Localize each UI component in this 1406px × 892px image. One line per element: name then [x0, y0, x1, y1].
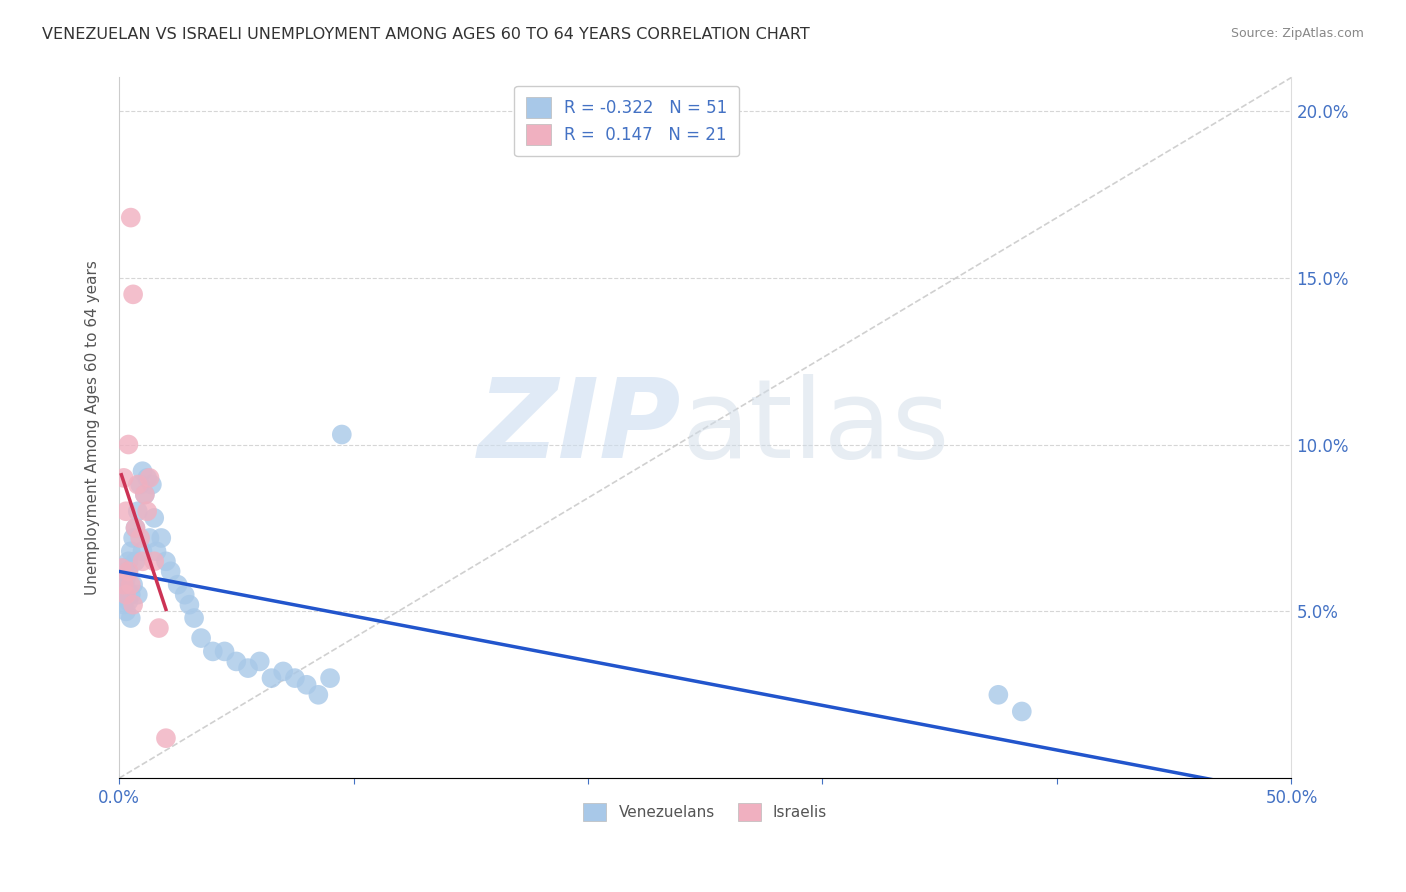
- Point: [120, 211, 142, 225]
- Point: [179, 598, 201, 612]
- Point: [112, 471, 135, 485]
- Point: [134, 487, 156, 501]
- Point: [155, 731, 177, 746]
- Point: [122, 531, 145, 545]
- Point: [127, 588, 149, 602]
- Point: [249, 655, 271, 669]
- Y-axis label: Unemployment Among Ages 60 to 64 years: Unemployment Among Ages 60 to 64 years: [86, 260, 100, 595]
- Point: [110, 588, 132, 602]
- Point: [115, 604, 138, 618]
- Point: [1011, 705, 1033, 719]
- Point: [136, 504, 159, 518]
- Point: [307, 688, 329, 702]
- Point: [138, 471, 160, 485]
- Point: [112, 577, 135, 591]
- Point: [127, 477, 149, 491]
- Point: [122, 598, 145, 612]
- Point: [117, 554, 139, 568]
- Point: [117, 564, 139, 578]
- Point: [136, 471, 159, 485]
- Point: [131, 554, 153, 568]
- Point: [112, 577, 135, 591]
- Point: [143, 554, 166, 568]
- Point: [225, 655, 247, 669]
- Point: [124, 554, 146, 568]
- Point: [124, 521, 146, 535]
- Point: [122, 287, 145, 301]
- Point: [166, 577, 188, 591]
- Point: [131, 464, 153, 478]
- Point: [201, 644, 224, 658]
- Point: [117, 594, 139, 608]
- Text: VENEZUELAN VS ISRAELI UNEMPLOYMENT AMONG AGES 60 TO 64 YEARS CORRELATION CHART: VENEZUELAN VS ISRAELI UNEMPLOYMENT AMONG…: [42, 27, 810, 42]
- Point: [236, 661, 259, 675]
- Point: [271, 665, 294, 679]
- Point: [295, 678, 318, 692]
- Point: [115, 588, 138, 602]
- Text: atlas: atlas: [682, 375, 950, 482]
- Text: Source: ZipAtlas.com: Source: ZipAtlas.com: [1230, 27, 1364, 40]
- Point: [120, 611, 142, 625]
- Point: [120, 588, 142, 602]
- Point: [148, 621, 170, 635]
- Point: [115, 581, 138, 595]
- Point: [110, 571, 132, 585]
- Point: [134, 487, 156, 501]
- Point: [260, 671, 283, 685]
- Point: [120, 544, 142, 558]
- Point: [115, 504, 138, 518]
- Point: [155, 554, 177, 568]
- Point: [141, 477, 163, 491]
- Point: [112, 598, 135, 612]
- Point: [117, 437, 139, 451]
- Point: [131, 544, 153, 558]
- Point: [173, 588, 195, 602]
- Point: [284, 671, 307, 685]
- Point: [145, 544, 167, 558]
- Point: [117, 564, 139, 578]
- Text: ZIP: ZIP: [478, 375, 682, 482]
- Point: [159, 564, 181, 578]
- Legend: Venezuelans, Israelis: Venezuelans, Israelis: [571, 790, 839, 834]
- Point: [120, 577, 142, 591]
- Point: [330, 427, 353, 442]
- Point: [112, 561, 135, 575]
- Point: [129, 531, 152, 545]
- Point: [122, 577, 145, 591]
- Point: [190, 631, 212, 645]
- Point: [124, 521, 146, 535]
- Point: [129, 477, 152, 491]
- Point: [127, 504, 149, 518]
- Point: [183, 611, 205, 625]
- Point: [319, 671, 342, 685]
- Point: [987, 688, 1010, 702]
- Point: [143, 511, 166, 525]
- Point: [150, 531, 173, 545]
- Point: [115, 571, 138, 585]
- Point: [110, 561, 132, 575]
- Point: [214, 644, 236, 658]
- Point: [138, 531, 160, 545]
